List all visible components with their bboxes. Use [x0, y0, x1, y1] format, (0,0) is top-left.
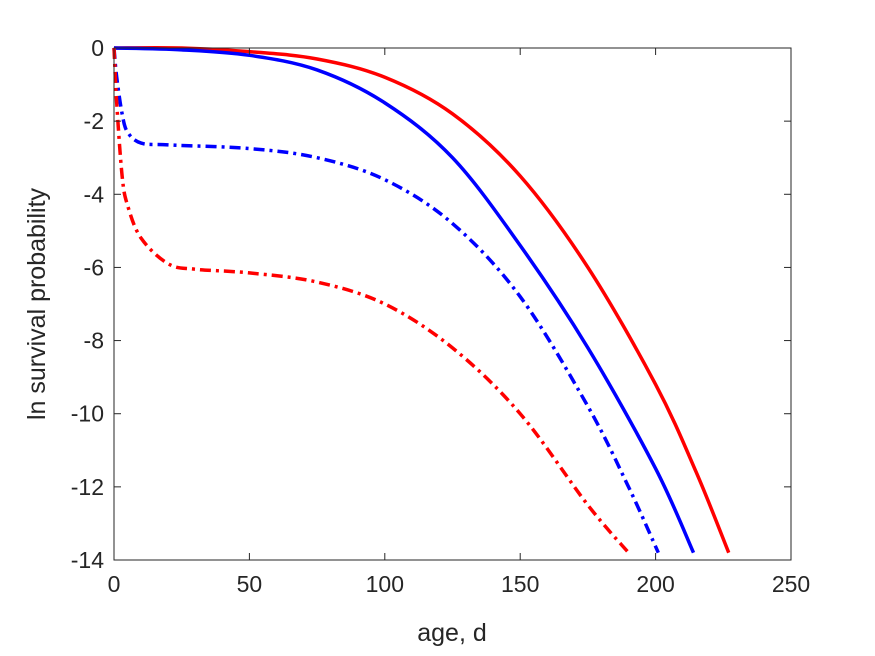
x-tick-label: 200	[636, 571, 674, 597]
y-tick-label: -6	[84, 254, 104, 280]
tick-layer: 0 50 100 150 200 250 0 -2 -4 -6 -8 -10 -12 -14	[71, 35, 810, 597]
y-tick-label: -14	[71, 547, 104, 573]
x-tick-label: 150	[501, 571, 539, 597]
y-tick-label: -10	[71, 401, 104, 427]
y-tick-label: -8	[84, 328, 104, 354]
y-tick-label: 0	[91, 35, 104, 61]
series-line-1-solid	[113, 45, 731, 554]
x-tick-label: 100	[366, 571, 404, 597]
series-layer	[112, 45, 731, 554]
plot-frame	[113, 47, 792, 561]
x-tick-label: 50	[237, 571, 263, 597]
series-line-4-dashdot	[112, 47, 630, 554]
y-axis-title: ln survival probability	[23, 187, 51, 420]
series-line-3-dashdot	[112, 47, 660, 554]
y-tick-label: -12	[71, 474, 104, 500]
plot-area	[114, 48, 791, 560]
series-line-2-solid	[113, 46, 696, 554]
y-tick-label: -4	[84, 181, 105, 207]
x-tick-label: 250	[772, 571, 810, 597]
y-tick-label: -2	[84, 108, 104, 134]
x-axis-title: age, d	[417, 619, 487, 647]
x-tick-label: 0	[108, 571, 121, 597]
